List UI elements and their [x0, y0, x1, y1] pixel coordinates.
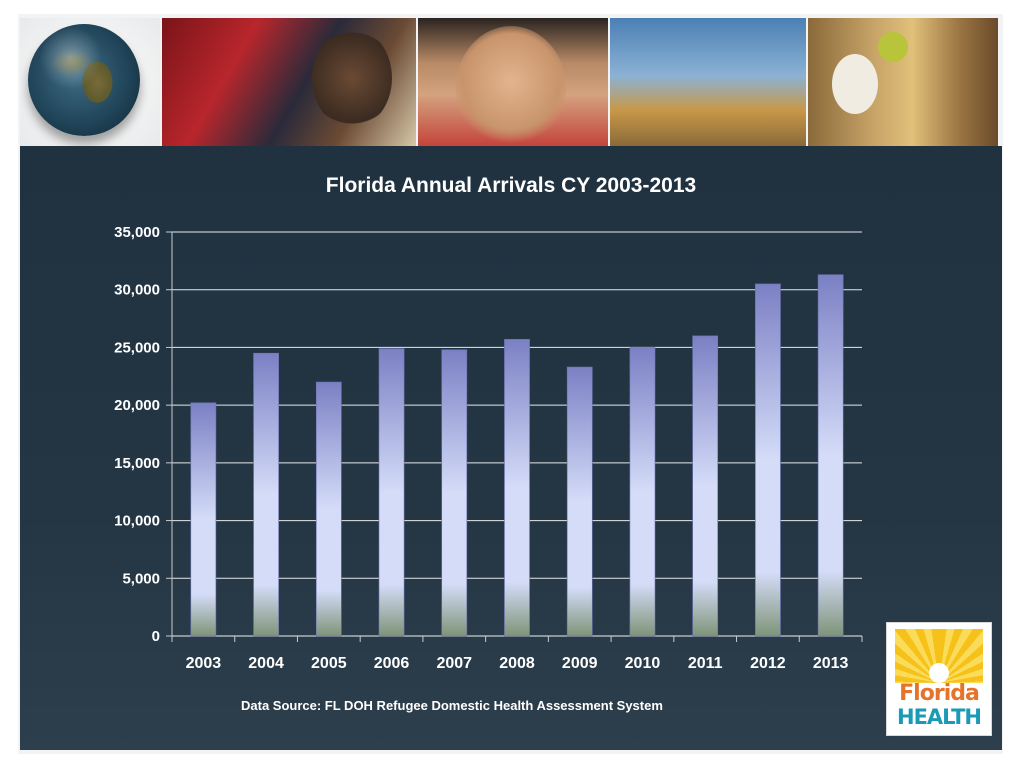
y-tick-label: 25,000 [114, 339, 160, 356]
y-tick-label: 0 [152, 628, 160, 645]
y-tick-label: 15,000 [114, 455, 160, 472]
y-tick-label: 10,000 [114, 513, 160, 530]
florida-health-logo: Florida HEALTH [886, 622, 992, 736]
chart-panel: 0 5,000 10,000 15,000 20,000 25,000 30,000 35,0… [20, 146, 1002, 750]
bar-2003 [190, 402, 217, 637]
bar-2011 [692, 335, 719, 637]
bar-2005 [315, 381, 342, 637]
x-tick-label: 2013 [813, 655, 849, 672]
bar-chart: 0 5,000 10,000 15,000 20,000 25,000 30,000 35,0… [114, 224, 863, 672]
girl-photo [418, 18, 608, 146]
x-tick-label: 2007 [436, 655, 472, 672]
sun-icon [895, 629, 983, 683]
logo-text-florida: Florida [899, 681, 980, 706]
chart-title: Florida Annual Arrivals CY 2003-2013 [325, 174, 697, 197]
y-tick-label: 35,000 [114, 224, 160, 241]
bar-2007 [441, 349, 468, 637]
x-tick-label: 2003 [186, 655, 222, 672]
bar-2008 [504, 339, 530, 637]
bar-2012 [755, 283, 781, 637]
x-tick-label: 2009 [562, 655, 598, 672]
x-tick-label: 2004 [248, 655, 284, 672]
bar-2006 [378, 348, 405, 637]
field-workers-photo [610, 18, 806, 146]
globe-icon [28, 24, 140, 136]
y-tick-label: 30,000 [114, 282, 160, 299]
woman-photo [162, 18, 416, 146]
bar-2009 [566, 366, 593, 637]
x-tick-label: 2008 [499, 655, 535, 672]
globe-photo [20, 18, 160, 146]
family-photo [808, 18, 998, 146]
x-tick-label: 2005 [311, 655, 347, 672]
x-tick-label: 2011 [688, 655, 723, 672]
logo-text-health: HEALTH [897, 705, 982, 729]
photo-banner [20, 18, 1000, 146]
x-tick-label: 2006 [374, 655, 410, 672]
x-tick-label: 2010 [625, 655, 661, 672]
data-source-note: Data Source: FL DOH Refugee Domestic Hea… [241, 698, 663, 713]
bar-2004 [253, 352, 279, 637]
bar-2013 [817, 274, 844, 637]
y-tick-label: 20,000 [114, 397, 160, 414]
bar-2010 [629, 347, 656, 637]
x-tick-label: 2012 [750, 655, 786, 672]
y-tick-label: 5,000 [122, 570, 160, 587]
